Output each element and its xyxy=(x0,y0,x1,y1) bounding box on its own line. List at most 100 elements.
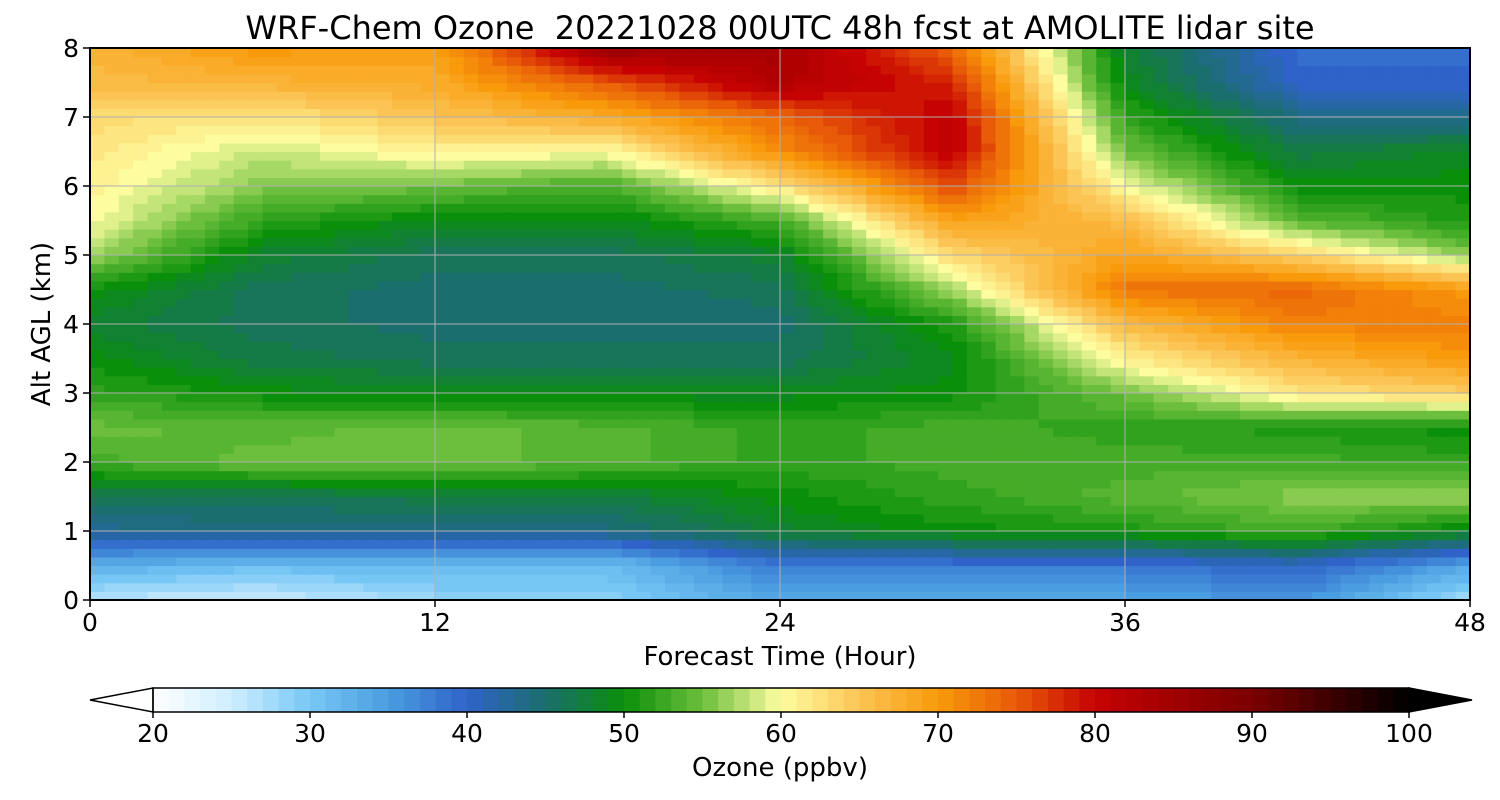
heatmap-cell xyxy=(1053,401,1069,411)
heatmap-cell xyxy=(1311,522,1327,532)
heatmap-cell xyxy=(550,229,565,239)
heatmap-cell xyxy=(420,324,436,334)
heatmap-cell xyxy=(176,186,192,196)
heatmap-cell xyxy=(550,444,565,454)
heatmap-cell xyxy=(981,574,997,584)
heatmap-cell xyxy=(808,556,824,567)
heatmap-cell xyxy=(478,306,494,316)
heatmap-cell xyxy=(1139,444,1155,454)
heatmap-cell xyxy=(118,194,134,204)
heatmap-cell xyxy=(1455,289,1470,299)
heatmap-cell xyxy=(1038,220,1054,230)
heatmap-cell xyxy=(320,393,335,403)
heatmap-cell xyxy=(708,487,724,498)
heatmap-cell xyxy=(291,229,307,239)
heatmap-cell xyxy=(406,186,422,196)
heatmap-cell xyxy=(938,427,954,437)
heatmap-cell xyxy=(1426,436,1442,446)
heatmap-cell xyxy=(693,358,709,368)
heatmap-cell xyxy=(1268,263,1284,273)
heatmap-cell xyxy=(1383,315,1399,325)
heatmap-cell xyxy=(938,151,954,161)
heatmap-cell xyxy=(1311,453,1327,463)
heatmap-cell xyxy=(1168,237,1184,247)
heatmap-cell xyxy=(1254,298,1270,308)
heatmap-cell xyxy=(176,246,192,256)
heatmap-cell xyxy=(1383,393,1399,403)
heatmap-cell xyxy=(1311,479,1327,489)
heatmap-cell xyxy=(219,332,235,342)
heatmap-cell xyxy=(1412,384,1428,394)
heatmap-cell xyxy=(564,384,580,394)
heatmap-cell xyxy=(665,539,680,549)
heatmap-cell xyxy=(808,229,824,239)
heatmap-cell xyxy=(262,375,278,385)
heatmap-cell xyxy=(550,548,565,558)
heatmap-cell xyxy=(1211,427,1227,437)
heatmap-cell xyxy=(1139,393,1155,403)
heatmap-cell xyxy=(262,151,278,161)
heatmap-cell xyxy=(320,479,335,489)
heatmap-cell xyxy=(1240,177,1255,187)
heatmap-cell xyxy=(1196,384,1212,394)
heatmap-cell xyxy=(708,341,724,351)
heatmap-cell xyxy=(1383,565,1399,575)
heatmap-cell xyxy=(708,211,724,222)
heatmap-cell xyxy=(564,341,580,351)
heatmap-cell xyxy=(837,272,853,282)
heatmap-cell xyxy=(866,487,882,498)
heatmap-cell xyxy=(593,487,609,498)
heatmap-cell xyxy=(276,505,292,515)
heatmap-cell xyxy=(219,272,235,282)
heatmap-cell xyxy=(334,367,350,377)
heatmap-cell xyxy=(463,453,479,463)
heatmap-cell xyxy=(1168,332,1184,342)
heatmap-cell xyxy=(219,306,235,316)
heatmap-cell xyxy=(1441,513,1457,523)
heatmap-cell xyxy=(334,574,350,584)
heatmap-cell xyxy=(679,315,695,325)
heatmap-cell xyxy=(1010,203,1025,213)
heatmap-cell xyxy=(1168,513,1184,523)
heatmap-cell xyxy=(521,505,537,515)
heatmap-cell xyxy=(176,306,192,316)
heatmap-cell xyxy=(449,324,465,334)
heatmap-cell xyxy=(420,453,436,463)
heatmap-cell xyxy=(636,556,652,567)
heatmap-cell xyxy=(420,522,436,532)
heatmap-cell xyxy=(621,358,637,368)
heatmap-cell xyxy=(420,401,436,411)
heatmap-cell xyxy=(1455,280,1470,291)
heatmap-cell xyxy=(722,410,738,420)
heatmap-cell xyxy=(133,168,149,178)
heatmap-cell xyxy=(578,574,594,584)
heatmap-cell xyxy=(1153,280,1169,291)
heatmap-cell xyxy=(607,358,623,368)
heatmap-cell xyxy=(966,513,982,523)
heatmap-cell xyxy=(1455,272,1470,282)
heatmap-cell xyxy=(1326,160,1342,170)
heatmap-cell xyxy=(1024,367,1040,377)
heatmap-cell xyxy=(794,375,810,385)
heatmap-cell xyxy=(248,401,264,411)
heatmap-cell xyxy=(118,444,134,454)
heatmap-cell xyxy=(1369,220,1385,230)
heatmap-cell xyxy=(118,332,134,342)
heatmap-cell xyxy=(1254,168,1270,178)
heatmap-cell xyxy=(880,315,896,325)
heatmap-cell xyxy=(693,505,709,515)
heatmap-cell xyxy=(104,401,120,411)
heatmap-cell xyxy=(1426,574,1442,584)
heatmap-cell xyxy=(1168,574,1184,584)
heatmap-cell xyxy=(665,548,680,558)
heatmap-cell xyxy=(492,315,508,325)
heatmap-cell xyxy=(348,470,364,480)
heatmap-cell xyxy=(1240,574,1255,584)
heatmap-cell xyxy=(1024,556,1040,567)
heatmap-cell xyxy=(248,332,264,342)
heatmap-cell xyxy=(1268,410,1284,420)
heatmap-cell xyxy=(190,522,206,532)
heatmap-cell xyxy=(1426,237,1442,247)
heatmap-cell xyxy=(1297,556,1313,567)
heatmap-cell xyxy=(1426,367,1442,377)
